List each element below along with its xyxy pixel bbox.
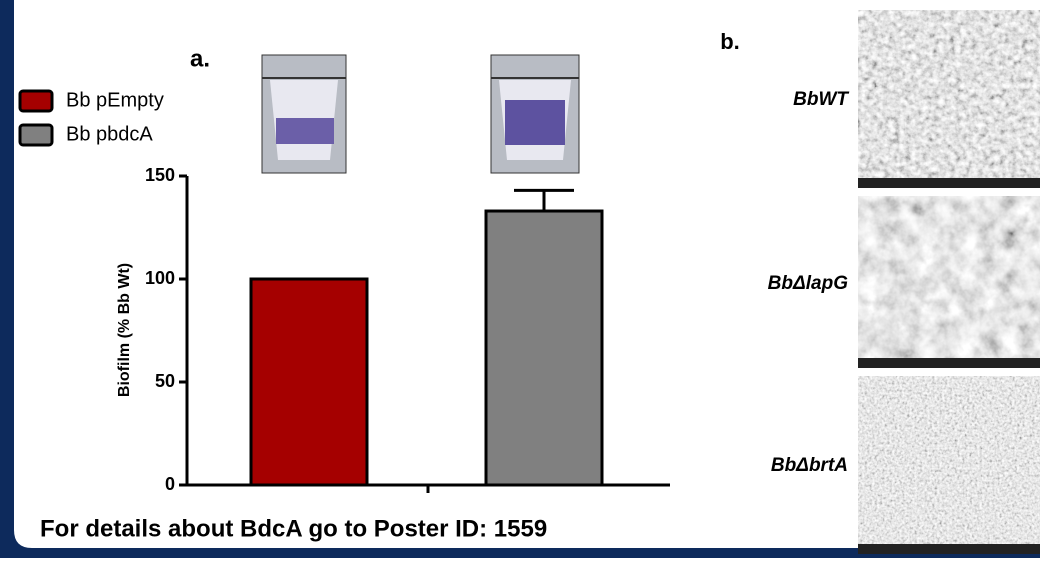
legend-label: Bb pEmpty (66, 89, 164, 111)
legend-swatch (20, 91, 52, 111)
panel-label: b. (720, 29, 740, 54)
sem-image (858, 376, 1040, 554)
panel-label: a. (190, 45, 210, 72)
legend-swatch (20, 125, 52, 145)
legend-label: Bb pbdcA (66, 123, 153, 145)
y-axis-label: Biofilm (% Bb Wt) (116, 263, 133, 397)
y-tick-label: 50 (155, 371, 175, 391)
image-label: BbWT (793, 89, 849, 110)
y-tick-label: 0 (165, 474, 175, 494)
image-label: BbΔlapG (768, 273, 849, 294)
bar (486, 211, 602, 485)
cuvette-photo (491, 55, 579, 173)
sem-image (858, 196, 1040, 368)
y-tick-label: 100 (145, 268, 175, 288)
image-label: BbΔbrtA (771, 455, 848, 476)
bar (251, 279, 367, 485)
cuvette-photo (262, 55, 346, 173)
footer: For details about BdcA go to Poster ID: … (40, 515, 547, 542)
error-bar (514, 190, 574, 211)
y-tick-label: 150 (145, 165, 175, 185)
scale-strip (858, 358, 1040, 368)
sem-image (858, 10, 1040, 188)
scale-strip (858, 544, 1040, 554)
scale-strip (858, 178, 1040, 188)
figure: a. b. Biofilm (% Bb Wt) For details abou… (0, 0, 1040, 558)
